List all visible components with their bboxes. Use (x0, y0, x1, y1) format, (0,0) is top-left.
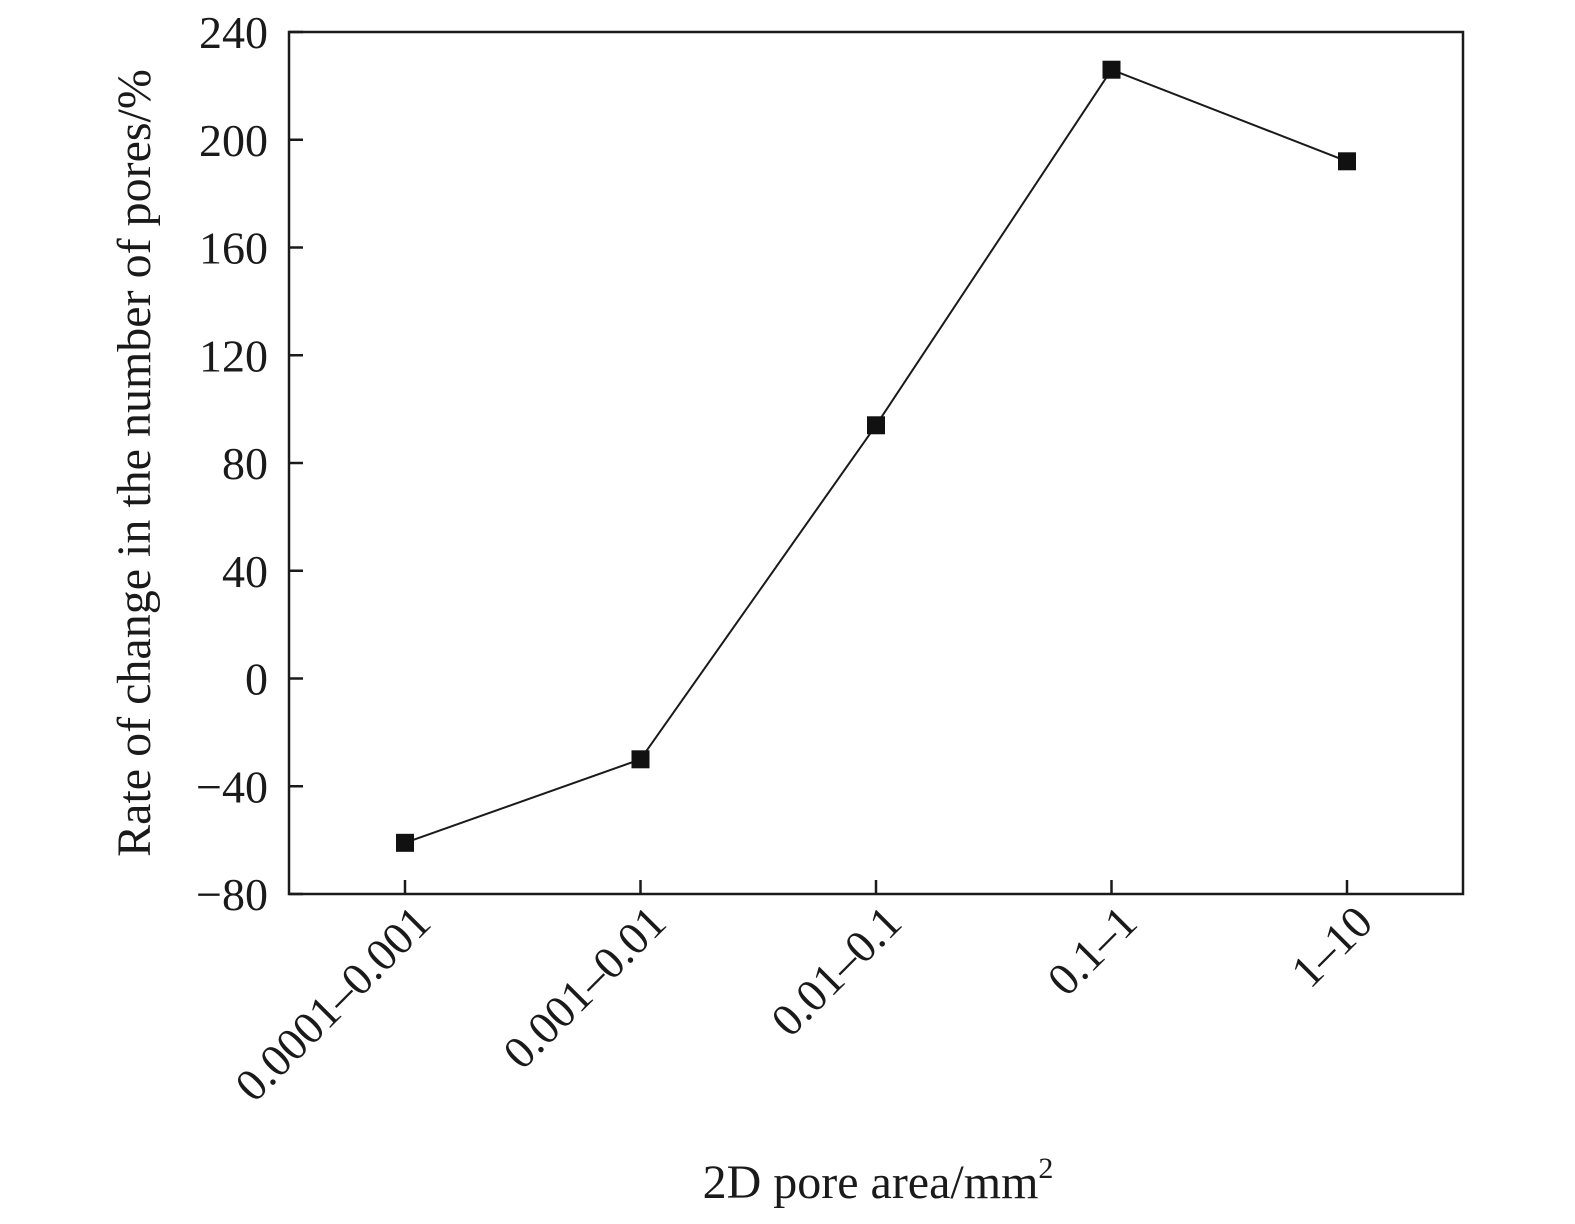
data-point (631, 750, 650, 769)
y-tick-label: 80 (222, 438, 268, 489)
x-tick-label: 1–10 (1281, 896, 1382, 997)
y-axis: 240 200 160 120 80 40 0 −40 −80 (196, 7, 303, 920)
y-tick-label: 40 (222, 546, 268, 597)
y-tick-label: 0 (245, 654, 268, 705)
x-tick-label: 0.0001–0.001 (225, 896, 440, 1111)
x-axis: 0.0001–0.001 0.001–0.01 0.01–0.1 0.1–1 1–10 (225, 880, 1382, 1111)
data-point (1338, 152, 1356, 171)
y-tick-label: 120 (199, 330, 268, 381)
series-layer (396, 60, 1356, 852)
x-axis-title-text: 2D pore area/mm (703, 1156, 1039, 1209)
y-tick-label: −40 (196, 761, 268, 812)
y-tick-label: 200 (199, 115, 268, 166)
series-line (404, 68, 1348, 844)
x-tick-label: 0.001–0.01 (493, 896, 675, 1078)
y-tick-label: 240 (199, 7, 268, 58)
x-tick-label: 0.01–0.1 (761, 896, 911, 1046)
y-tick-label: −80 (196, 869, 268, 920)
plot-frame (287, 30, 1465, 896)
y-axis-title: Rate of change in the number of pores/% (108, 69, 161, 857)
x-tick-label: 0.1–1 (1037, 896, 1146, 1005)
x-axis-title-superscript: 2 (1038, 1152, 1053, 1185)
y-tick-label: 160 (199, 223, 268, 274)
data-point (396, 833, 414, 852)
data-point (867, 416, 885, 435)
x-axis-title: 2D pore area/mm2 (703, 1152, 1054, 1209)
data-point (1102, 60, 1121, 79)
